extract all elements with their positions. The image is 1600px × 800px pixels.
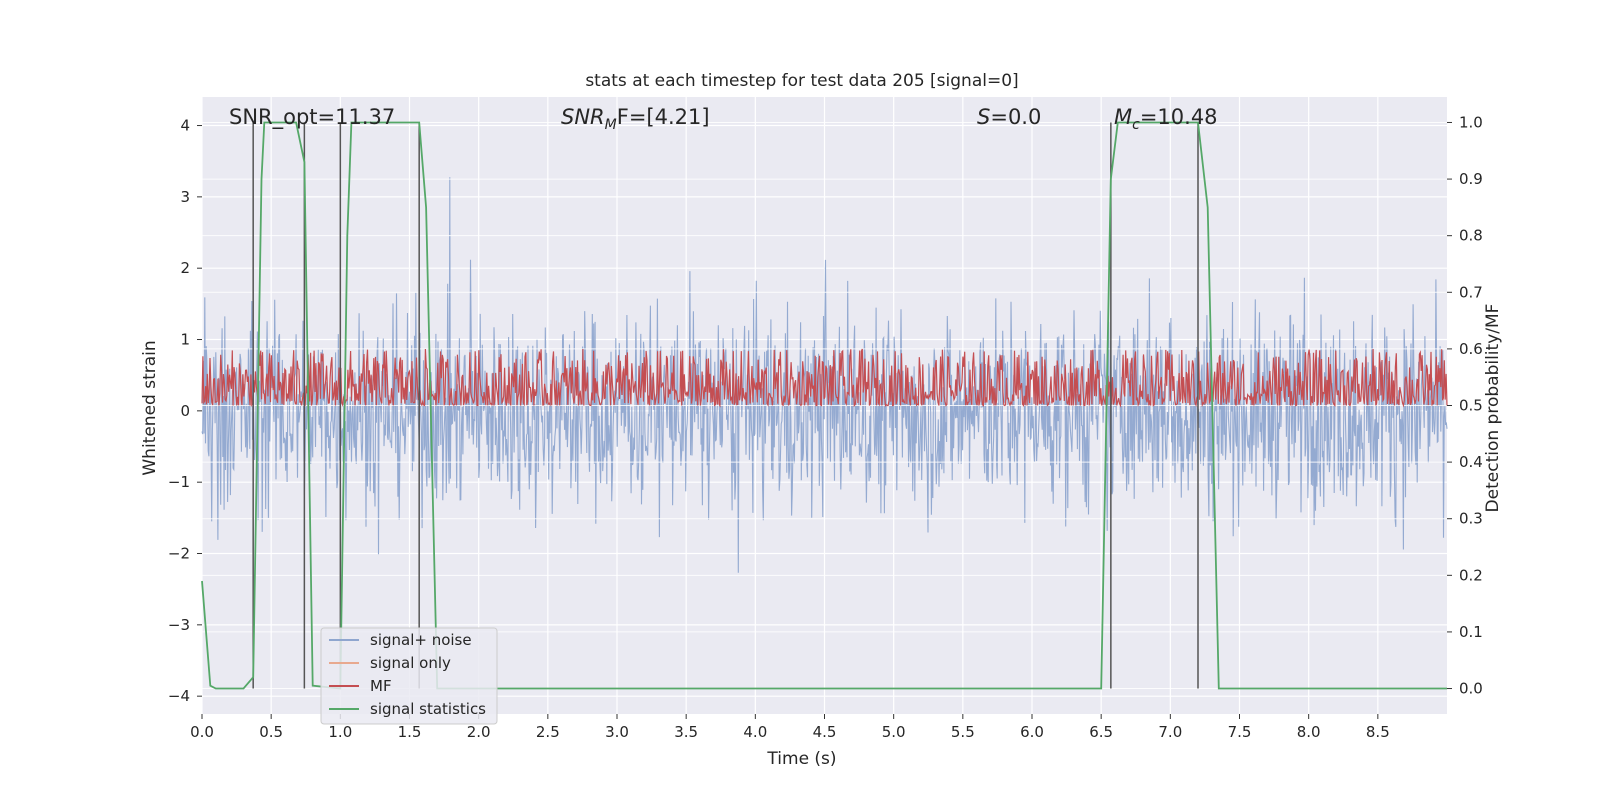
y-axis-label-left: Whitened strain (140, 340, 160, 475)
y-tick-label-left: 2 (180, 259, 190, 277)
legend-item-signal-statistics: signal statistics (329, 700, 486, 718)
annotation-mc-rest: =10.48 (1140, 105, 1218, 129)
y-tick-label-right: 1.0 (1459, 113, 1483, 131)
x-tick-label: 0.5 (259, 723, 283, 741)
y-tick-label-left: −3 (168, 616, 190, 634)
annotation-snr-mf-main: SNR (561, 105, 605, 129)
y-tick-label-right: 0.4 (1459, 453, 1483, 471)
legend-box (320, 627, 498, 725)
series-signal-noise-line (201, 177, 1448, 573)
x-tick-label: 2.0 (467, 723, 491, 741)
legend-label-signal-statistics: signal statistics (370, 700, 486, 718)
y-tick-label-right: 0.5 (1459, 397, 1483, 415)
legend-item-signal-noise: signal+ noise (329, 631, 472, 649)
x-axis-label: Time (s) (766, 749, 836, 769)
x-tick-label: 4.0 (743, 723, 767, 741)
y-tick-label-right: 0.0 (1459, 680, 1483, 698)
x-tick-label: 5.5 (951, 723, 975, 741)
x-tick-label: 7.0 (1158, 723, 1182, 741)
y-tick-label-left: 3 (180, 188, 190, 206)
y-axis-label-right: Detection probability/MF (1483, 304, 1503, 513)
x-tick-label: 0.0 (190, 723, 214, 741)
legend-label-signal-only: signal only (370, 654, 451, 672)
y-tick-label-right: 0.1 (1459, 623, 1483, 641)
annotation-snr-opt: SNR_opt=11.37 (229, 105, 395, 130)
x-tick-label: 6.5 (1089, 723, 1113, 741)
y-tick-label-left: 1 (180, 331, 190, 349)
legend-label-signal-noise: signal+ noise (370, 631, 472, 649)
x-tick-label: 5.0 (882, 723, 906, 741)
annotation-mc-main: M (1114, 105, 1132, 129)
legend: signal+ noise signal only MF signal stat… (320, 627, 498, 725)
annotation-snr-mf-sub: M (605, 117, 617, 133)
legend-label-mf: MF (370, 677, 392, 695)
y-tick-label-right: 0.7 (1459, 283, 1483, 301)
y-tick-label-right: 0.8 (1459, 227, 1483, 245)
annotation-mc-sub: c (1132, 117, 1140, 133)
y-tick-label-right: 0.3 (1459, 510, 1483, 528)
chart-title: stats at each timestep for test data 205… (585, 71, 1018, 91)
x-tick-label: 6.0 (1020, 723, 1044, 741)
annotation-s-main: S (977, 105, 990, 129)
x-tick-label: 8.0 (1297, 723, 1321, 741)
annotation-snr-mf-rest: F=[4.21] (617, 105, 710, 129)
annotation-snr-mf: SNRMF=[4.21] (561, 105, 710, 133)
legend-item-mf: MF (329, 677, 392, 695)
x-tick-label: 1.5 (398, 723, 422, 741)
x-tick-label: 8.5 (1366, 723, 1390, 741)
y-tick-label-right: 0.9 (1459, 170, 1483, 188)
annotation-s: S=0.0 (977, 105, 1041, 129)
y-tick-label-left: −4 (168, 687, 190, 705)
x-tick-label: 2.5 (536, 723, 560, 741)
x-tick-label: 4.5 (813, 723, 837, 741)
x-tick-label: 3.5 (674, 723, 698, 741)
y-tick-label-left: −1 (168, 473, 190, 491)
series-mf-line (201, 348, 1448, 408)
x-tick-label: 3.0 (605, 723, 629, 741)
x-tick-label: 1.0 (328, 723, 352, 741)
legend-item-signal-only: signal only (329, 654, 451, 672)
y-tick-label-right: 0.6 (1459, 340, 1483, 358)
annotation-s-rest: =0.0 (990, 105, 1041, 129)
y-tick-label-left: 4 (180, 117, 190, 135)
annotation-mc: Mc=10.48 (1114, 105, 1218, 133)
series-signal-statistics-line (201, 121, 1447, 690)
y-tick-label-right: 0.2 (1459, 566, 1483, 584)
y-tick-label-left: −2 (168, 545, 190, 563)
x-tick-label: 7.5 (1228, 723, 1252, 741)
y-tick-label-left: 0 (180, 402, 190, 420)
